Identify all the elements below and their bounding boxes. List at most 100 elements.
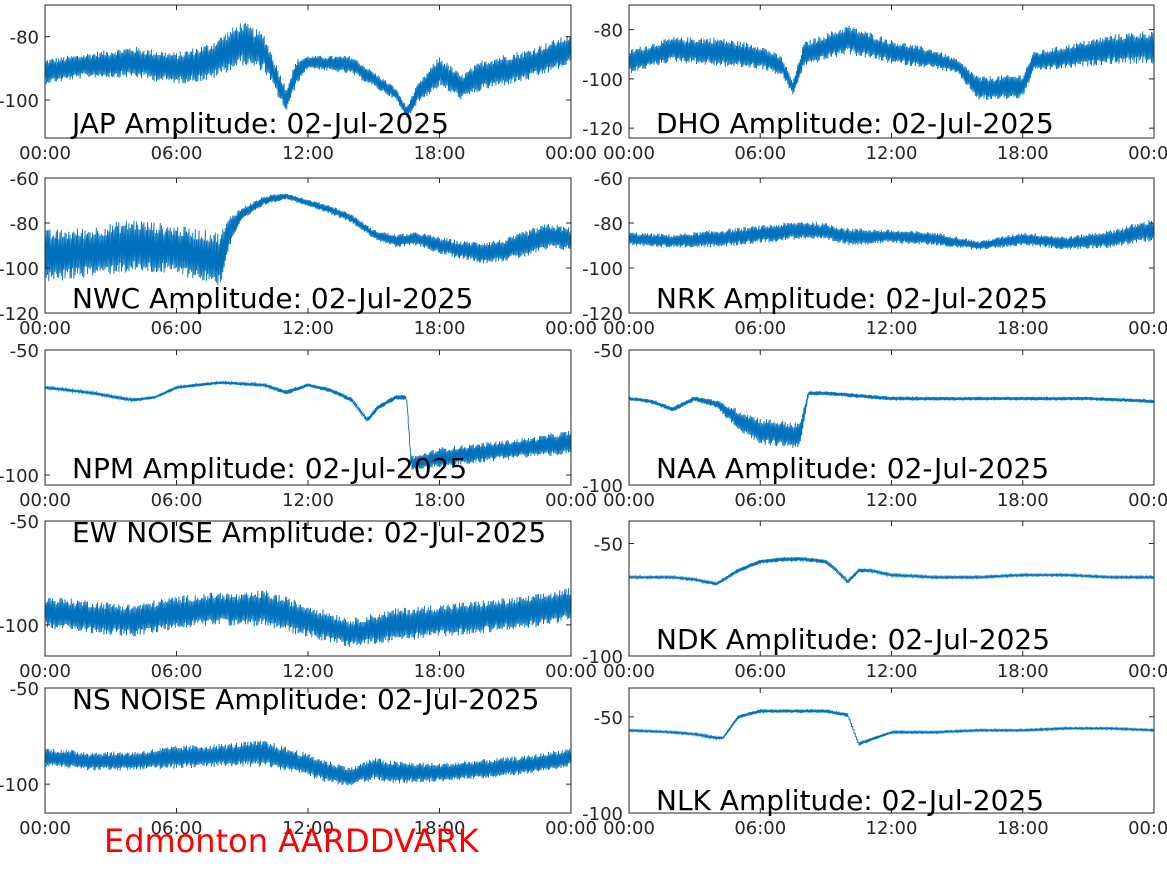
x-tick-label: 00:00 xyxy=(545,818,597,839)
series-line xyxy=(45,740,571,786)
series-line xyxy=(629,220,1154,250)
chart-title: DHO Amplitude: 02-Jul-2025 xyxy=(656,107,1054,140)
series-line xyxy=(629,556,1154,587)
chart-panel: 00:00 06:00 12:00 18:00 00:00 -80 -100 -120 DHO … xyxy=(582,4,1167,164)
y-tick-label: -100 xyxy=(0,466,39,487)
y-tick-label: -100 xyxy=(582,476,623,497)
x-tick-label: 00:00 xyxy=(19,490,71,511)
x-tick-label: 12:00 xyxy=(866,490,918,511)
y-tick-label: -80 xyxy=(594,21,623,42)
y-tick-label: -100 xyxy=(582,70,623,91)
x-tick-label: 12:00 xyxy=(282,818,334,839)
x-tick-label: 06:00 xyxy=(151,818,203,839)
chart-panel: 00:00 06:00 12:00 18:00 00:00 -50 -100 EW NOISE… xyxy=(0,512,597,682)
x-tick-label: 06:00 xyxy=(151,490,203,511)
chart-panel: 00:00 06:00 12:00 18:00 00:00 -50 -100 NAA Ampl… xyxy=(582,341,1167,511)
y-tick-label: -80 xyxy=(594,214,623,235)
chart-panel: 00:00 06:00 12:00 18:00 00:00 -60 -80 -100 -120 N… xyxy=(0,169,597,339)
series-line xyxy=(629,25,1154,100)
chart-title: EW NOISE Amplitude: 02-Jul-2025 xyxy=(72,516,546,549)
x-tick-label: 00:00 xyxy=(603,490,655,511)
x-tick-label: 00:00 xyxy=(1128,143,1167,164)
x-tick-label: 00:00 xyxy=(19,818,71,839)
y-tick-label: -50 xyxy=(10,512,39,533)
chart-panel: 00:00 06:00 12:00 18:00 00:00 -50 -100 NLK Ampl… xyxy=(582,687,1167,839)
y-tick-label: -100 xyxy=(0,259,39,280)
x-tick-label: 06:00 xyxy=(151,143,203,164)
x-tick-label: 18:00 xyxy=(997,661,1049,682)
chart-title: NAA Amplitude: 02-Jul-2025 xyxy=(656,452,1049,485)
x-tick-label: 18:00 xyxy=(414,661,466,682)
y-tick-label: -100 xyxy=(0,91,39,112)
chart-title: NRK Amplitude: 02-Jul-2025 xyxy=(656,282,1048,315)
chart-panel: 00:00 06:00 12:00 18:00 00:00 -50 -100 NPM Ampl… xyxy=(0,341,597,511)
x-tick-label: 18:00 xyxy=(414,318,466,339)
x-tick-label: 06:00 xyxy=(734,661,786,682)
x-tick-label: 06:00 xyxy=(151,318,203,339)
x-tick-label: 00:00 xyxy=(1128,661,1167,682)
x-tick-label: 00:00 xyxy=(1128,318,1167,339)
x-tick-label: 18:00 xyxy=(414,143,466,164)
x-tick-label: 00:00 xyxy=(1128,818,1167,839)
y-tick-label: -100 xyxy=(0,616,39,637)
y-tick-label: -100 xyxy=(582,804,623,825)
x-tick-label: 18:00 xyxy=(414,818,466,839)
x-tick-label: 00:00 xyxy=(19,318,71,339)
x-tick-label: 12:00 xyxy=(282,318,334,339)
x-tick-label: 00:00 xyxy=(603,661,655,682)
y-tick-label: -120 xyxy=(582,304,623,325)
y-tick-label: -100 xyxy=(0,775,39,796)
series-line xyxy=(45,22,571,119)
chart-title: NDK Amplitude: 02-Jul-2025 xyxy=(656,623,1050,656)
y-tick-label: -50 xyxy=(594,708,623,729)
x-tick-label: 00:00 xyxy=(545,661,597,682)
x-tick-label: 00:00 xyxy=(603,818,655,839)
chart-panel: 00:00 06:00 12:00 18:00 00:00 -80 -100 JAP Ampl… xyxy=(0,4,597,164)
chart-title: NLK Amplitude: 02-Jul-2025 xyxy=(656,784,1044,817)
x-tick-label: 00:00 xyxy=(1128,490,1167,511)
chart-title: NPM Amplitude: 02-Jul-2025 xyxy=(72,452,467,485)
site-label: Edmonton AARDDVARK xyxy=(104,822,479,860)
x-tick-label: 06:00 xyxy=(734,490,786,511)
chart-title: NWC Amplitude: 02-Jul-2025 xyxy=(72,282,473,315)
x-tick-label: 18:00 xyxy=(997,818,1049,839)
x-tick-label: 00:00 xyxy=(603,143,655,164)
series-line xyxy=(629,708,1154,746)
chart-title: NS NOISE Amplitude: 02-Jul-2025 xyxy=(72,683,539,716)
x-tick-label: 00:00 xyxy=(545,143,597,164)
y-tick-label: -50 xyxy=(10,679,39,700)
x-tick-label: 18:00 xyxy=(997,490,1049,511)
x-tick-label: 06:00 xyxy=(734,818,786,839)
y-tick-label: -80 xyxy=(10,28,39,49)
x-tick-label: 00:00 xyxy=(603,318,655,339)
x-tick-label: 00:00 xyxy=(19,661,71,682)
x-tick-label: 12:00 xyxy=(866,318,918,339)
series-line xyxy=(45,193,571,285)
x-tick-label: 00:00 xyxy=(545,318,597,339)
x-tick-label: 06:00 xyxy=(151,661,203,682)
y-tick-label: -50 xyxy=(594,341,623,362)
x-tick-label: 18:00 xyxy=(414,490,466,511)
y-tick-label: -50 xyxy=(594,535,623,556)
series-line xyxy=(45,588,571,647)
y-tick-label: -50 xyxy=(10,341,39,362)
x-tick-label: 12:00 xyxy=(282,661,334,682)
series-line xyxy=(45,379,571,470)
x-tick-label: 12:00 xyxy=(866,818,918,839)
series-line xyxy=(629,390,1154,448)
x-tick-label: 18:00 xyxy=(997,318,1049,339)
x-tick-label: 12:00 xyxy=(866,143,918,164)
y-tick-label: -120 xyxy=(582,119,623,140)
x-tick-label: 00:00 xyxy=(545,490,597,511)
y-tick-label: -100 xyxy=(582,647,623,668)
x-tick-label: 12:00 xyxy=(282,490,334,511)
y-tick-label: -100 xyxy=(582,259,623,280)
y-tick-label: -80 xyxy=(10,214,39,235)
x-tick-label: 00:00 xyxy=(19,143,71,164)
x-tick-label: 06:00 xyxy=(734,143,786,164)
chart-title: JAP Amplitude: 02-Jul-2025 xyxy=(70,107,449,140)
x-tick-label: 12:00 xyxy=(282,143,334,164)
x-tick-label: 06:00 xyxy=(734,318,786,339)
chart-panel: 00:00 06:00 12:00 18:00 00:00 -60 -80 -100 -120 N… xyxy=(582,169,1167,339)
y-tick-label: -60 xyxy=(594,169,623,190)
